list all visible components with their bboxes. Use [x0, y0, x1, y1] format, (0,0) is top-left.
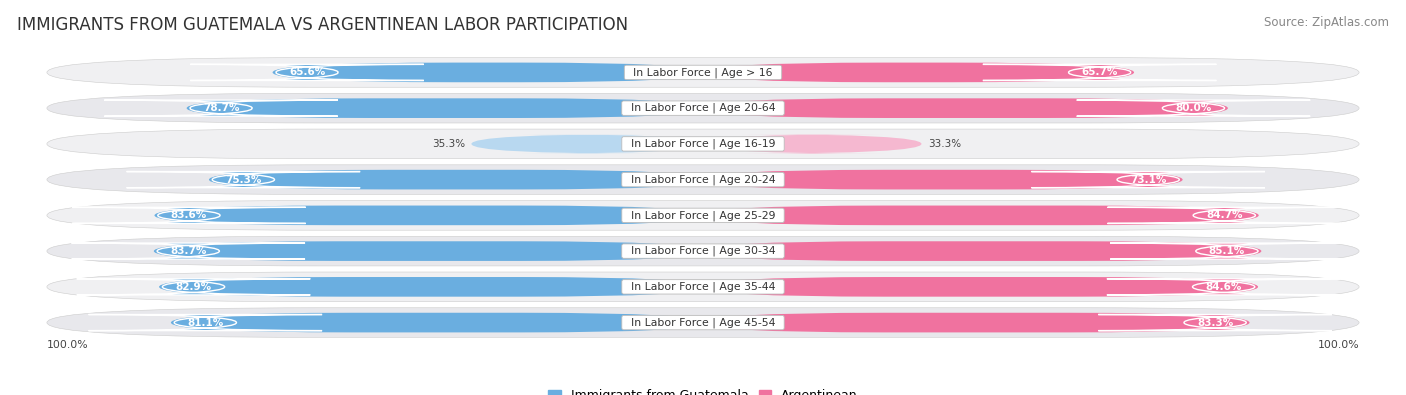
Text: 84.7%: 84.7% — [1206, 211, 1243, 220]
FancyBboxPatch shape — [89, 314, 322, 331]
FancyBboxPatch shape — [46, 58, 1360, 87]
Text: In Labor Force | Age 20-64: In Labor Force | Age 20-64 — [624, 103, 782, 113]
Text: 83.6%: 83.6% — [170, 211, 207, 220]
FancyBboxPatch shape — [187, 98, 703, 118]
FancyBboxPatch shape — [1098, 314, 1331, 331]
FancyBboxPatch shape — [1107, 279, 1340, 295]
Text: 33.3%: 33.3% — [928, 139, 962, 149]
Text: Source: ZipAtlas.com: Source: ZipAtlas.com — [1264, 16, 1389, 29]
FancyBboxPatch shape — [471, 134, 703, 154]
FancyBboxPatch shape — [46, 308, 1360, 337]
FancyBboxPatch shape — [172, 313, 703, 333]
FancyBboxPatch shape — [209, 170, 703, 190]
Text: In Labor Force | Age 16-19: In Labor Force | Age 16-19 — [624, 139, 782, 149]
Text: In Labor Force | Age 35-44: In Labor Force | Age 35-44 — [624, 282, 782, 292]
FancyBboxPatch shape — [703, 134, 921, 154]
Text: 100.0%: 100.0% — [46, 340, 89, 350]
FancyBboxPatch shape — [159, 277, 703, 297]
Text: 83.7%: 83.7% — [170, 246, 207, 256]
FancyBboxPatch shape — [703, 205, 1258, 225]
Text: IMMIGRANTS FROM GUATEMALA VS ARGENTINEAN LABOR PARTICIPATION: IMMIGRANTS FROM GUATEMALA VS ARGENTINEAN… — [17, 16, 628, 34]
FancyBboxPatch shape — [703, 62, 1135, 82]
FancyBboxPatch shape — [703, 98, 1227, 118]
FancyBboxPatch shape — [1077, 100, 1310, 116]
FancyBboxPatch shape — [153, 241, 703, 261]
FancyBboxPatch shape — [72, 243, 305, 259]
Text: 100.0%: 100.0% — [1317, 340, 1360, 350]
FancyBboxPatch shape — [155, 205, 703, 225]
FancyBboxPatch shape — [703, 170, 1182, 190]
Text: 75.3%: 75.3% — [225, 175, 262, 184]
Text: 35.3%: 35.3% — [432, 139, 465, 149]
Text: 85.1%: 85.1% — [1209, 246, 1246, 256]
FancyBboxPatch shape — [46, 93, 1360, 123]
FancyBboxPatch shape — [1111, 243, 1344, 259]
FancyBboxPatch shape — [46, 272, 1360, 302]
FancyBboxPatch shape — [46, 165, 1360, 194]
FancyBboxPatch shape — [703, 313, 1250, 333]
FancyBboxPatch shape — [1032, 171, 1265, 188]
Text: 73.1%: 73.1% — [1130, 175, 1167, 184]
Legend: Immigrants from Guatemala, Argentinean: Immigrants from Guatemala, Argentinean — [543, 384, 863, 395]
Text: 65.7%: 65.7% — [1081, 68, 1118, 77]
Text: 81.1%: 81.1% — [187, 318, 224, 327]
Text: In Labor Force | Age > 16: In Labor Force | Age > 16 — [626, 67, 780, 78]
Text: In Labor Force | Age 20-24: In Labor Force | Age 20-24 — [624, 174, 782, 185]
Text: 84.6%: 84.6% — [1205, 282, 1241, 292]
FancyBboxPatch shape — [127, 171, 360, 188]
Text: 65.6%: 65.6% — [288, 68, 325, 77]
Text: 80.0%: 80.0% — [1175, 103, 1212, 113]
FancyBboxPatch shape — [46, 129, 1360, 159]
FancyBboxPatch shape — [1108, 207, 1341, 224]
FancyBboxPatch shape — [46, 201, 1360, 230]
FancyBboxPatch shape — [77, 279, 311, 295]
Text: In Labor Force | Age 30-34: In Labor Force | Age 30-34 — [624, 246, 782, 256]
Text: 78.7%: 78.7% — [202, 103, 239, 113]
FancyBboxPatch shape — [72, 207, 305, 224]
Text: 82.9%: 82.9% — [176, 282, 211, 292]
FancyBboxPatch shape — [703, 277, 1258, 297]
Text: 83.3%: 83.3% — [1197, 318, 1233, 327]
FancyBboxPatch shape — [983, 64, 1216, 81]
FancyBboxPatch shape — [46, 236, 1360, 266]
FancyBboxPatch shape — [273, 62, 703, 82]
FancyBboxPatch shape — [703, 241, 1261, 261]
FancyBboxPatch shape — [104, 100, 337, 116]
Text: In Labor Force | Age 25-29: In Labor Force | Age 25-29 — [624, 210, 782, 221]
Text: In Labor Force | Age 45-54: In Labor Force | Age 45-54 — [624, 317, 782, 328]
FancyBboxPatch shape — [190, 64, 423, 81]
